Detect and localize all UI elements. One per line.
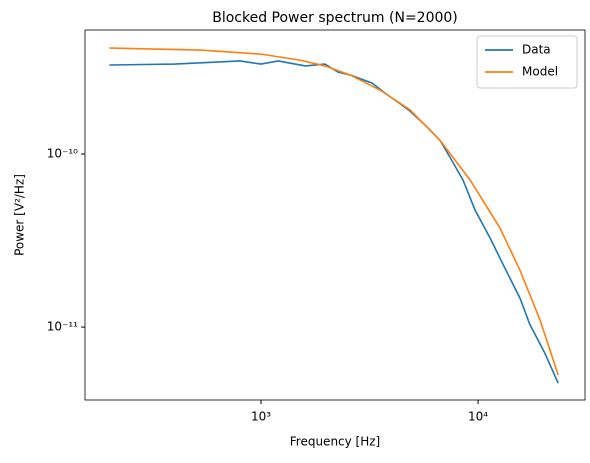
chart-title: Blocked Power spectrum (N=2000) [212, 10, 458, 26]
y-tick-label: 10⁻¹⁰ [47, 147, 78, 161]
y-tick-label: 10⁻¹¹ [47, 320, 78, 334]
legend-label: Data [522, 43, 551, 57]
x-axis-label: Frequency [Hz] [290, 435, 381, 449]
axes-frame [84, 29, 586, 401]
legend-box [476, 35, 578, 89]
x-tick-label: 10⁴ [468, 410, 488, 424]
data-line [109, 60, 559, 384]
legend: Data Model [476, 35, 578, 89]
legend-label: Model [522, 65, 558, 79]
data-line [109, 47, 559, 376]
x-tick-label: 10³ [251, 410, 271, 424]
y-axis-label: Power [V²/Hz] [13, 174, 27, 256]
